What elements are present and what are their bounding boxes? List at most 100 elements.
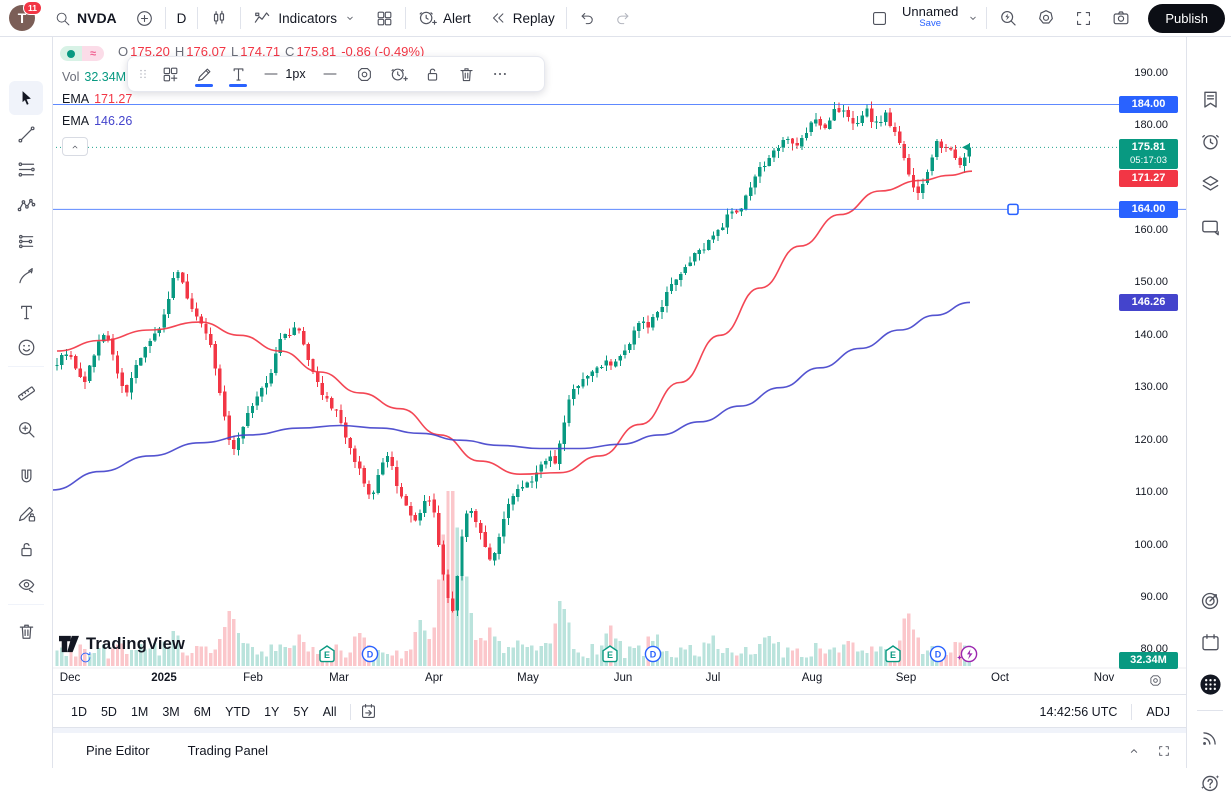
publish-button[interactable]: Publish xyxy=(1148,3,1225,33)
drawing-alert-button[interactable] xyxy=(382,60,414,88)
quick-search-button[interactable] xyxy=(989,4,1027,32)
fullscreen-button[interactable] xyxy=(1065,4,1102,32)
chart-style-button[interactable] xyxy=(200,4,238,32)
rangebar-separator xyxy=(349,703,351,720)
chart-settings-button[interactable] xyxy=(1027,4,1065,32)
range-5y-button[interactable]: 5Y xyxy=(293,704,309,719)
calendar-panel[interactable] xyxy=(1195,627,1225,657)
line-width-label: 1px xyxy=(285,67,306,81)
remove-drawings[interactable] xyxy=(9,614,43,648)
drag-handle-icon[interactable] xyxy=(134,66,152,82)
emoji-tool[interactable] xyxy=(9,330,43,364)
dividend-marker[interactable]: D xyxy=(361,645,379,663)
save-layout-indicator[interactable] xyxy=(861,4,898,32)
undo-button[interactable] xyxy=(569,4,605,32)
clock-utc[interactable]: 14:42:56 UTC xyxy=(1039,704,1118,719)
cursor-tool[interactable] xyxy=(9,81,43,115)
redo-button[interactable] xyxy=(605,4,641,32)
forecast-tool[interactable] xyxy=(9,224,43,258)
layout-menu-button[interactable] xyxy=(962,4,984,32)
data-mode-badge[interactable]: ≈ xyxy=(82,46,104,61)
replay-button[interactable]: Replay xyxy=(480,4,564,32)
trading-panel-tab[interactable]: Trading Panel xyxy=(187,743,269,758)
go-to-date-icon[interactable] xyxy=(359,702,378,721)
drawing-more-button[interactable] xyxy=(484,60,516,88)
tradingview-brand[interactable]: TradingView xyxy=(58,634,185,654)
earnings-marker[interactable]: E xyxy=(319,645,335,663)
zoom-in-tool[interactable] xyxy=(9,412,43,446)
chevron-down-icon[interactable] xyxy=(343,11,357,25)
ema-slow-legend[interactable]: EMA 146.26 xyxy=(62,114,132,128)
horizontal-line-handle[interactable] xyxy=(1007,203,1019,216)
market-status-badge[interactable] xyxy=(60,46,82,61)
help-center[interactable] xyxy=(1195,767,1225,797)
signal-icon xyxy=(1199,726,1222,749)
change-value: -0.86 (-0.49%) xyxy=(341,44,425,59)
text-tool[interactable] xyxy=(9,295,43,329)
layout-name-button[interactable]: Unnamed Save xyxy=(898,4,962,30)
compare-add-button[interactable] xyxy=(126,4,163,32)
drawing-lock-button[interactable] xyxy=(416,60,448,88)
chat-panel[interactable] xyxy=(1195,212,1225,242)
xabcd-pattern-tool[interactable] xyxy=(9,188,43,222)
dividend-marker[interactable]: D xyxy=(929,645,947,663)
watchlist-panel[interactable] xyxy=(1195,84,1225,114)
interval-button[interactable]: D xyxy=(168,4,196,32)
price-tick: 90.00 xyxy=(1140,591,1168,603)
time-axis[interactable] xyxy=(52,668,1122,694)
range-all-button[interactable]: All xyxy=(322,704,337,719)
fib-lines-tool[interactable] xyxy=(9,152,43,186)
high-value: 176.07 xyxy=(186,44,227,59)
range-5d-button[interactable]: 5D xyxy=(100,704,117,719)
create-alert-button[interactable]: Alert xyxy=(408,4,480,32)
drawing-settings-button[interactable] xyxy=(348,60,380,88)
alerts-panel[interactable] xyxy=(1195,126,1225,156)
range-1y-button[interactable]: 1Y xyxy=(264,704,280,719)
lock-all-drawings[interactable] xyxy=(9,532,43,566)
flash-event-marker[interactable] xyxy=(957,645,978,663)
pine-editor-tab[interactable]: Pine Editor xyxy=(86,743,150,758)
text-color-button[interactable] xyxy=(222,60,254,88)
range-1m-button[interactable]: 1M xyxy=(130,704,149,719)
earnings-marker[interactable]: E xyxy=(885,645,901,663)
dom-panel[interactable] xyxy=(1195,585,1225,615)
dividend-marker[interactable]: D xyxy=(644,645,662,663)
expand-panel-icon[interactable] xyxy=(1126,743,1142,759)
toolbar-separator xyxy=(565,7,567,29)
stay-in-drawing-mode[interactable] xyxy=(9,496,43,530)
chart-pane[interactable]: E D E D E D xyxy=(0,0,1231,768)
range-6m-button[interactable]: 6M xyxy=(193,704,212,719)
measure-tool[interactable] xyxy=(9,376,43,410)
object-tree-panel[interactable] xyxy=(1195,168,1225,198)
line-width-button[interactable]: 1px xyxy=(256,60,312,88)
drawing-delete-button[interactable] xyxy=(450,60,482,88)
date-range-toolbar: 1D 5D 1M 3M 6M YTD 1Y 5Y All 14:42:56 UTC ADJ xyxy=(52,694,1186,728)
range-1d-button[interactable]: 1D xyxy=(71,704,87,719)
more-apps[interactable] xyxy=(1195,669,1225,699)
ema-fast-legend[interactable]: EMA 171.27 xyxy=(62,92,132,106)
maximize-panel-icon[interactable] xyxy=(1156,743,1172,759)
line-style-button[interactable] xyxy=(314,60,346,88)
user-avatar[interactable]: T 11 xyxy=(9,1,42,31)
magnet-mode[interactable] xyxy=(9,460,43,494)
legend-collapse-button[interactable] xyxy=(62,137,88,156)
symbol-search-button[interactable]: NVDA xyxy=(45,4,126,32)
hide-drawings[interactable] xyxy=(9,567,43,601)
pencil-color-button[interactable] xyxy=(188,60,220,88)
earnings-marker[interactable]: E xyxy=(602,645,618,663)
range-ytd-button[interactable]: YTD xyxy=(225,704,251,719)
trend-line-tool[interactable] xyxy=(9,117,43,151)
brush-tool[interactable] xyxy=(9,259,43,293)
axis-settings-icon[interactable] xyxy=(1148,673,1163,688)
volume-legend[interactable]: Vol 32.34M xyxy=(62,70,126,84)
adj-toggle[interactable]: ADJ xyxy=(1146,704,1170,719)
streams-panel[interactable] xyxy=(1195,722,1225,752)
layout-grid-button[interactable] xyxy=(366,4,403,32)
reset-chart-icon[interactable] xyxy=(78,650,93,665)
indicators-button[interactable]: Indicators xyxy=(243,4,366,32)
layout-name-label: Unnamed xyxy=(901,4,959,19)
snapshot-button[interactable] xyxy=(1102,4,1140,32)
range-3m-button[interactable]: 3M xyxy=(162,704,180,719)
ema-fast-label: EMA xyxy=(62,92,90,106)
add-template-button[interactable] xyxy=(154,60,186,88)
